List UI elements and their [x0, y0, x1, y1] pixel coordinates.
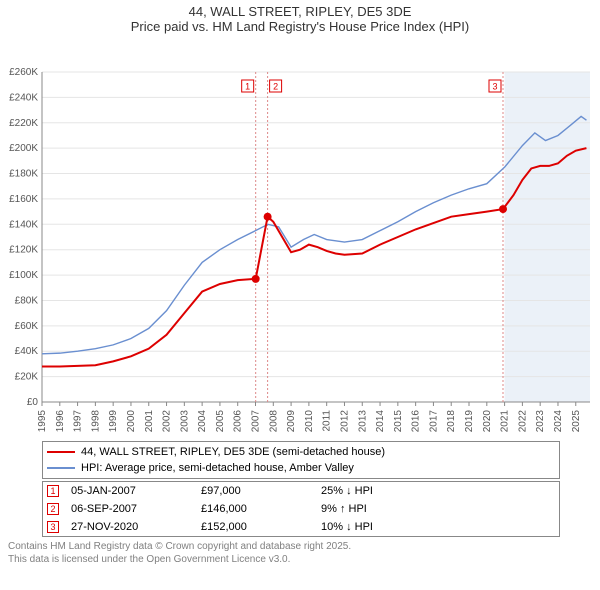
chart-container: 44, WALL STREET, RIPLEY, DE5 3DE Price p…	[0, 0, 600, 590]
svg-text:£140K: £140K	[9, 219, 38, 230]
svg-text:2007: 2007	[251, 410, 262, 432]
event-row: 2 06-SEP-2007£146,0009% ↑ HPI	[43, 500, 559, 518]
svg-text:2017: 2017	[428, 410, 439, 432]
svg-text:2005: 2005	[215, 410, 226, 432]
svg-text:2014: 2014	[375, 410, 386, 432]
svg-text:1995: 1995	[37, 410, 48, 432]
svg-text:2004: 2004	[197, 410, 208, 432]
svg-text:2020: 2020	[482, 410, 493, 432]
svg-text:2019: 2019	[464, 410, 475, 432]
svg-text:1998: 1998	[90, 410, 101, 432]
event-delta: 10% ↓ HPI	[321, 521, 373, 533]
event-price: £146,000	[201, 503, 321, 515]
svg-text:1997: 1997	[73, 410, 84, 432]
svg-text:£180K: £180K	[9, 169, 38, 180]
title-line-2: Price paid vs. HM Land Registry's House …	[0, 19, 600, 34]
svg-text:£100K: £100K	[9, 270, 38, 281]
svg-text:£160K: £160K	[9, 194, 38, 205]
svg-text:£40K: £40K	[15, 346, 39, 357]
chart-title: 44, WALL STREET, RIPLEY, DE5 3DE Price p…	[0, 0, 600, 34]
svg-text:1996: 1996	[55, 410, 66, 432]
svg-text:2000: 2000	[126, 410, 137, 432]
event-marker: 1	[47, 485, 59, 497]
event-delta: 9% ↑ HPI	[321, 503, 367, 515]
event-price: £152,000	[201, 521, 321, 533]
svg-text:2018: 2018	[446, 410, 457, 432]
svg-text:£120K: £120K	[9, 245, 38, 256]
svg-text:2024: 2024	[553, 410, 564, 432]
svg-text:2: 2	[273, 81, 278, 91]
svg-text:2023: 2023	[535, 410, 546, 432]
legend-label: HPI: Average price, semi-detached house,…	[81, 462, 354, 474]
svg-text:2010: 2010	[304, 410, 315, 432]
svg-text:3: 3	[492, 81, 497, 91]
footer: Contains HM Land Registry data © Crown c…	[0, 539, 600, 566]
svg-text:2012: 2012	[339, 410, 350, 432]
chart-svg: £0 £20K £40K £60K £80K £100K £120K £140K £160K £1…	[0, 34, 600, 432]
svg-text:£240K: £240K	[9, 92, 38, 103]
svg-text:1999: 1999	[108, 410, 119, 432]
svg-text:£20K: £20K	[15, 372, 39, 383]
footer-line-1: Contains HM Land Registry data © Crown c…	[8, 541, 592, 554]
svg-text:2008: 2008	[268, 410, 279, 432]
svg-text:2025: 2025	[571, 410, 582, 432]
event-row: 1 05-JAN-2007£97,00025% ↓ HPI	[43, 482, 559, 500]
legend-item: HPI: Average price, semi-detached house,…	[47, 460, 555, 476]
svg-text:2013: 2013	[357, 410, 368, 432]
event-date: 06-SEP-2007	[71, 503, 201, 515]
legend-swatch	[47, 467, 75, 468]
svg-text:2002: 2002	[162, 410, 173, 432]
sale-dot	[499, 205, 507, 213]
event-date: 05-JAN-2007	[71, 485, 201, 497]
svg-text:2011: 2011	[322, 410, 333, 432]
legend-item: 44, WALL STREET, RIPLEY, DE5 3DE (semi-d…	[47, 444, 555, 460]
svg-text:£220K: £220K	[9, 118, 38, 129]
legend-label: 44, WALL STREET, RIPLEY, DE5 3DE (semi-d…	[81, 446, 385, 458]
svg-text:£80K: £80K	[15, 295, 39, 306]
event-row: 3 27-NOV-2020£152,00010% ↓ HPI	[43, 518, 559, 536]
legend-swatch	[47, 451, 75, 453]
svg-text:£0: £0	[27, 397, 39, 408]
svg-text:2015: 2015	[393, 410, 404, 432]
svg-text:2021: 2021	[500, 410, 511, 432]
svg-text:£60K: £60K	[15, 321, 39, 332]
svg-text:2003: 2003	[179, 410, 190, 432]
event-date: 27-NOV-2020	[71, 521, 201, 533]
svg-text:2006: 2006	[233, 410, 244, 432]
title-line-1: 44, WALL STREET, RIPLEY, DE5 3DE	[0, 4, 600, 19]
svg-text:2009: 2009	[286, 410, 297, 432]
sale-dot	[264, 213, 272, 221]
svg-text:1: 1	[245, 81, 250, 91]
sale-dot	[252, 275, 260, 283]
legend: 44, WALL STREET, RIPLEY, DE5 3DE (semi-d…	[42, 441, 560, 479]
events-table: 1 05-JAN-2007£97,00025% ↓ HPI 2 06-SEP-2007…	[42, 481, 560, 537]
event-marker: 2	[47, 503, 59, 515]
svg-text:2016: 2016	[411, 410, 422, 432]
svg-text:£200K: £200K	[9, 143, 38, 154]
footer-line-2: This data is licensed under the Open Gov…	[8, 554, 592, 567]
svg-text:2001: 2001	[144, 410, 155, 432]
svg-text:£260K: £260K	[9, 67, 38, 78]
event-marker: 3	[47, 521, 59, 533]
plot-area: £0 £20K £40K £60K £80K £100K £120K £140K £160K £1…	[0, 34, 600, 437]
event-price: £97,000	[201, 485, 321, 497]
svg-text:2022: 2022	[517, 410, 528, 432]
event-delta: 25% ↓ HPI	[321, 485, 373, 497]
